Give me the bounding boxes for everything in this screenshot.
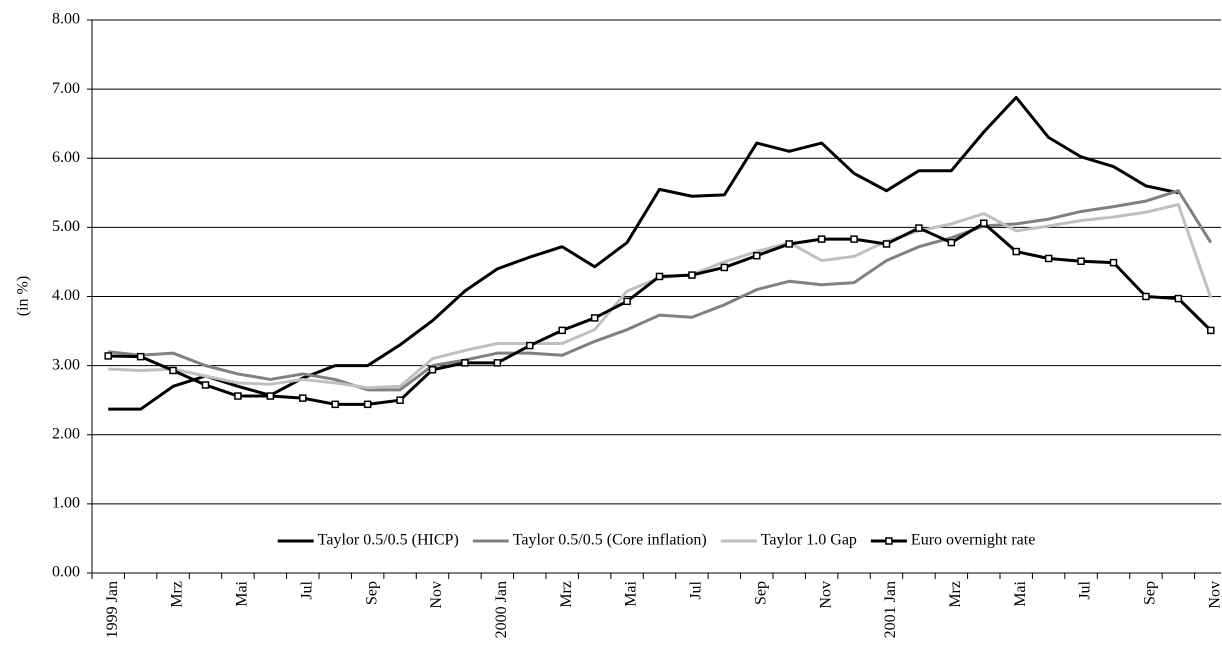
legend-label: Taylor 0.5/0.5 (HICP) — [318, 532, 459, 549]
marker — [104, 352, 112, 360]
y-tick-label: 8.00 — [52, 11, 80, 28]
marker — [526, 341, 534, 350]
series-line — [108, 95, 1179, 411]
y-tick-label: 5.00 — [52, 218, 80, 235]
legend-item: Euro overnight rate — [870, 532, 1035, 549]
marker — [688, 271, 696, 279]
marker — [915, 224, 923, 232]
marker — [461, 359, 469, 367]
legend-label: Taylor 0.5/0.5 (Core inflation) — [513, 532, 707, 549]
x-tick-label: Nov — [817, 581, 834, 609]
legend-marker — [885, 537, 893, 545]
x-tick-label: 2000 Jan — [493, 581, 510, 638]
marker — [655, 272, 664, 281]
marker — [266, 392, 275, 400]
y-tick-label: 7.00 — [52, 80, 80, 97]
legend: Taylor 0.5/0.5 (HICP) Taylor 0.5/0.5 (Cor… — [271, 530, 1042, 552]
marker — [1174, 294, 1183, 303]
x-tick-label: Sep — [363, 581, 380, 605]
x-tick-label: Mai — [623, 580, 640, 606]
y-tick-label: 2.00 — [52, 425, 80, 442]
x-tick-label: Jul — [1077, 580, 1094, 599]
x-tick-label: Mrz — [169, 581, 186, 608]
legend-item: Taylor 0.5/0.5 (HICP) — [277, 532, 459, 549]
marker — [201, 381, 210, 389]
marker — [785, 240, 793, 248]
marker — [1012, 247, 1020, 256]
marker — [947, 238, 956, 247]
marker — [169, 366, 177, 375]
marker — [428, 366, 437, 374]
marker — [1207, 326, 1215, 335]
y-axis-label: (in %) — [15, 276, 32, 316]
marker — [720, 263, 729, 272]
x-tick-label: Mai — [234, 580, 251, 606]
marker — [558, 326, 566, 335]
y-tick-label: 0.00 — [52, 564, 80, 581]
y-tick-label: 6.00 — [52, 149, 80, 166]
x-tick-label: Jul — [688, 580, 705, 599]
marker — [1142, 292, 1150, 301]
marker — [817, 235, 826, 243]
marker — [623, 297, 631, 306]
legend-label: Taylor 1.0 Gap — [761, 532, 857, 549]
x-tick-label: 1999 Jan — [104, 581, 121, 638]
marker — [1077, 257, 1085, 265]
legend-item: Taylor 0.5/0.5 (Core inflation) — [472, 532, 707, 549]
marker — [882, 240, 891, 248]
marker — [1109, 258, 1118, 267]
x-tick-label: Mai — [1012, 580, 1029, 606]
marker — [1044, 254, 1053, 263]
marker — [234, 392, 242, 400]
x-tick-label: Mrz — [947, 581, 964, 608]
y-tick-label: 1.00 — [52, 495, 80, 512]
x-tick-label: Mrz — [558, 581, 575, 608]
marker — [753, 251, 761, 260]
x-tick-label: Nov — [428, 581, 445, 609]
legend-label: Euro overnight rate — [911, 532, 1035, 549]
x-tick-label: Jul — [298, 580, 315, 599]
marker — [363, 400, 372, 409]
x-tick-label: Sep — [752, 581, 769, 605]
marker — [493, 359, 502, 367]
marker — [299, 394, 307, 402]
y-tick-label: 4.00 — [52, 287, 80, 304]
marker — [136, 352, 145, 361]
marker — [396, 396, 404, 404]
marker — [980, 219, 988, 227]
marker — [590, 314, 599, 322]
legend-box — [271, 530, 1042, 552]
x-tick-label: Sep — [1142, 581, 1159, 605]
x-tick-label: Nov — [1206, 581, 1222, 609]
y-tick-label: 3.00 — [52, 356, 80, 373]
series-line — [108, 189, 1213, 392]
legend-item: Taylor 1.0 Gap — [720, 532, 857, 549]
marker — [850, 235, 858, 243]
marker — [331, 400, 339, 409]
x-tick-label: 2001 Jan — [882, 581, 899, 638]
